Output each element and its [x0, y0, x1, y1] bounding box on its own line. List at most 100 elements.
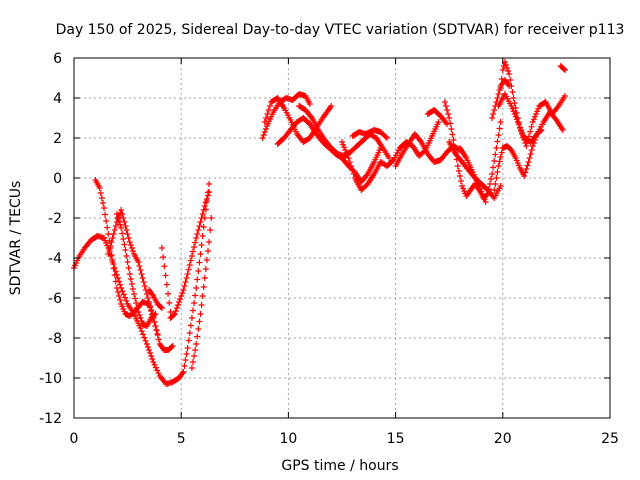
data-point — [341, 144, 348, 151]
data-point — [529, 143, 536, 149]
data-point — [108, 252, 115, 258]
data-point — [200, 284, 207, 290]
data-point — [147, 303, 154, 309]
data-point — [148, 353, 155, 359]
data-point — [123, 297, 130, 304]
data-point — [474, 180, 481, 187]
data-point — [126, 239, 133, 245]
data-point — [473, 177, 480, 184]
data-point — [157, 304, 164, 310]
data-point — [523, 166, 530, 172]
data-point — [114, 275, 121, 281]
data-point — [187, 322, 194, 329]
data-point — [506, 83, 513, 89]
data-point — [119, 230, 126, 237]
data-point — [116, 293, 123, 299]
data-point — [101, 205, 108, 211]
data-point — [182, 357, 189, 363]
data-point — [519, 129, 526, 136]
data-point — [118, 225, 125, 231]
data-point — [169, 343, 176, 349]
data-point — [107, 243, 114, 249]
data-point — [194, 231, 201, 237]
data-point — [495, 132, 502, 138]
data-point — [206, 181, 213, 187]
data-point — [489, 115, 496, 121]
data-point — [491, 158, 498, 164]
data-point — [121, 241, 128, 248]
data-point — [493, 175, 500, 181]
data-point — [136, 312, 143, 318]
data-point — [105, 251, 112, 257]
data-point — [120, 215, 127, 221]
data-point — [173, 305, 180, 311]
data-point — [166, 299, 173, 306]
data-point — [482, 199, 489, 205]
data-point — [533, 132, 540, 139]
data-point — [121, 219, 128, 225]
data-point — [346, 159, 353, 165]
data-point — [449, 131, 456, 138]
data-point — [494, 138, 501, 145]
data-point — [124, 259, 131, 265]
data-point — [168, 344, 175, 350]
data-point — [196, 223, 203, 229]
data-point — [189, 307, 196, 314]
data-point — [104, 224, 111, 231]
data-point — [529, 119, 536, 125]
data-point — [113, 285, 120, 291]
data-point — [504, 65, 511, 71]
data-point — [179, 290, 186, 296]
series-track-l — [274, 115, 384, 185]
data-point — [135, 259, 142, 265]
data-point — [477, 185, 484, 192]
data-point — [521, 173, 528, 179]
data-point — [138, 328, 145, 335]
data-point — [201, 203, 208, 209]
data-point — [496, 158, 503, 165]
data-point — [511, 111, 518, 117]
y-tick-label: 6 — [53, 51, 62, 67]
data-point — [202, 266, 209, 272]
series-track-q — [424, 107, 451, 127]
data-point — [531, 113, 538, 120]
data-point — [446, 115, 453, 121]
data-point — [161, 263, 168, 270]
data-point — [181, 283, 188, 289]
data-point — [559, 127, 566, 133]
data-point — [444, 107, 451, 113]
data-point — [152, 364, 159, 371]
data-point — [533, 111, 540, 117]
data-point — [510, 95, 517, 101]
data-point — [188, 365, 195, 371]
data-point — [493, 145, 500, 151]
data-point — [514, 119, 521, 125]
data-point — [513, 116, 520, 123]
data-point — [111, 227, 118, 233]
data-point — [142, 337, 149, 344]
y-tick-label: -2 — [48, 211, 62, 227]
x-axis-label: GPS time / hours — [281, 458, 398, 474]
x-tick-label: 25 — [601, 431, 619, 447]
data-point — [197, 311, 204, 317]
data-point — [129, 248, 136, 254]
data-point — [203, 257, 210, 263]
data-point — [138, 318, 145, 324]
data-point — [506, 71, 513, 77]
data-point — [497, 183, 504, 189]
data-point — [197, 251, 204, 257]
data-point — [522, 169, 529, 176]
data-point — [343, 149, 350, 156]
data-point — [344, 152, 351, 159]
data-point — [435, 119, 442, 125]
data-point — [112, 278, 119, 285]
data-point — [554, 104, 561, 111]
data-point — [112, 223, 119, 229]
data-point — [349, 167, 356, 173]
data-point — [122, 223, 129, 229]
data-point — [265, 107, 272, 113]
data-point — [259, 135, 266, 141]
data-point — [199, 233, 206, 239]
data-point — [136, 263, 143, 269]
data-point — [182, 279, 189, 285]
